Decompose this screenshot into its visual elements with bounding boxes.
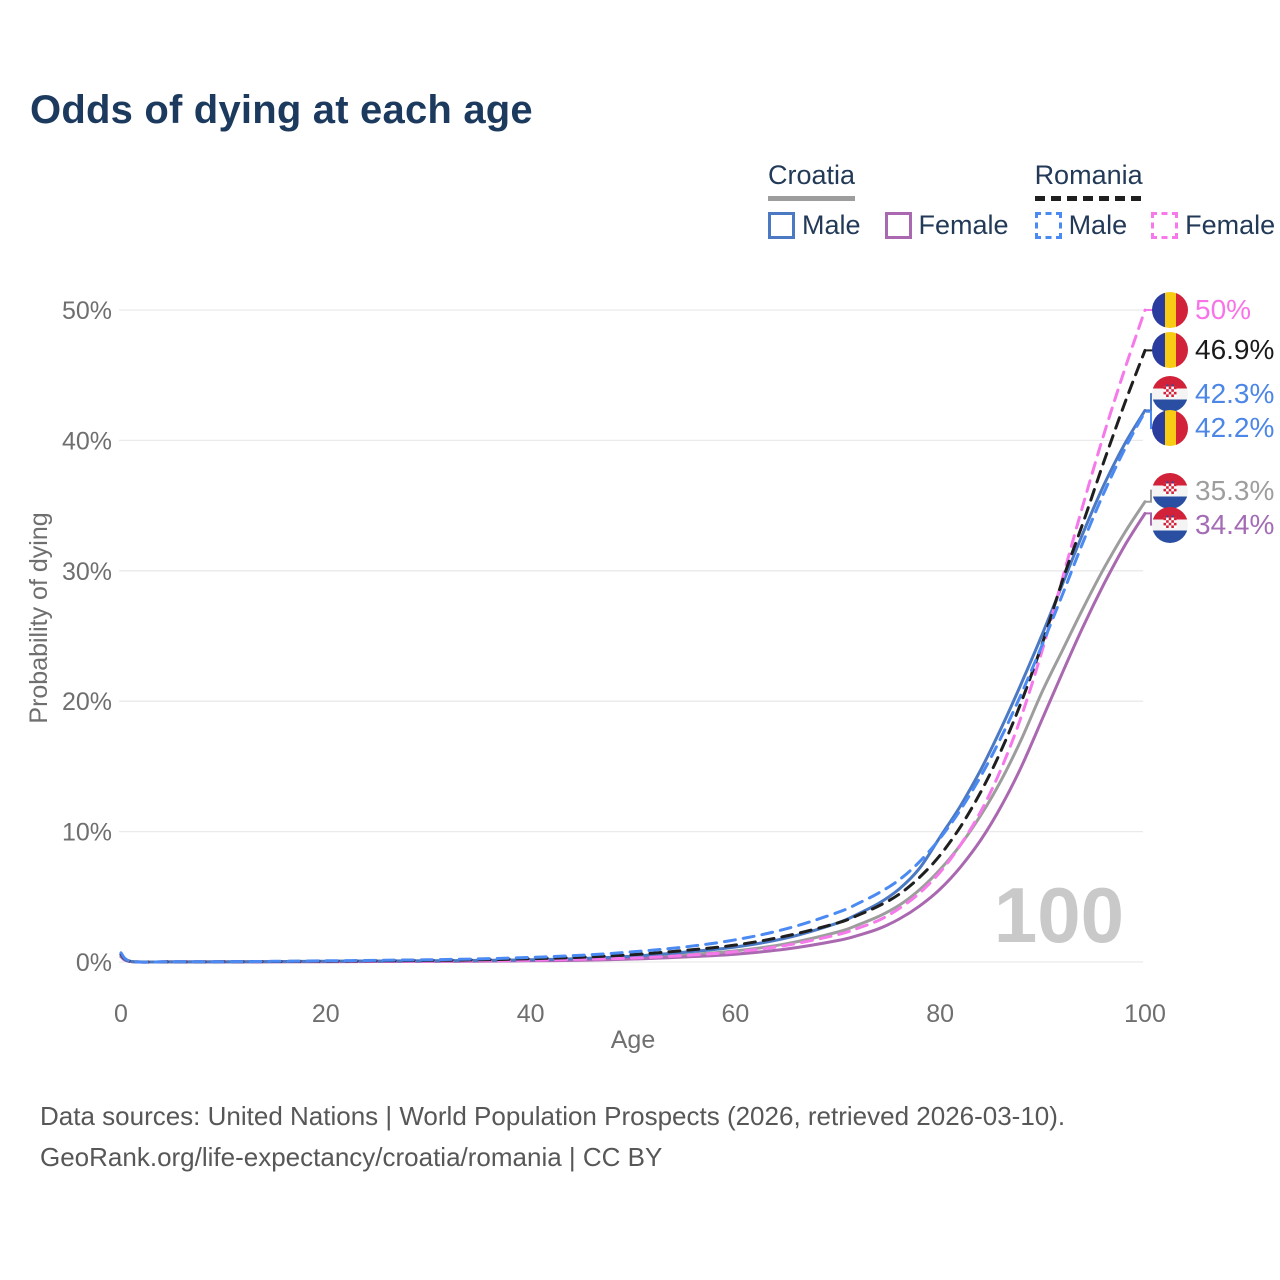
romania-male-line [119, 410, 1147, 964]
romania-line-style-swatch [1034, 196, 1143, 201]
x-tick-label: 40 [517, 1000, 545, 1028]
data-sources-text: Data sources: United Nations | World Pop… [40, 1101, 1066, 1131]
croatia-male-line [119, 408, 1147, 964]
watermark-age-counter: 100 [994, 871, 1124, 959]
legend-group-croatia: Croatia Male Female [768, 160, 1009, 241]
x-axis-title: Age [611, 1026, 655, 1054]
romania-flag-icon [1152, 332, 1188, 368]
y-axis-title: Probability of dying [25, 512, 53, 723]
y-tick-label: 10% [62, 819, 112, 847]
croatia-female-swatch-icon [884, 212, 912, 239]
y-tick-label: 20% [62, 688, 112, 716]
romania-total-line [119, 348, 1147, 964]
romania-female-swatch-icon [1151, 212, 1179, 239]
legend-item-croatia-male[interactable]: Male [768, 210, 861, 241]
romania-flag-icon [1152, 410, 1188, 446]
x-tick-label: 0 [114, 1000, 128, 1028]
y-tick-label: 50% [62, 297, 112, 325]
legend-header-croatia[interactable]: Croatia [768, 160, 856, 201]
legend-item-label: Female [918, 210, 1009, 240]
y-tick-label: 40% [62, 427, 112, 455]
croatia-total-end-label: 35.3% [1152, 473, 1274, 509]
croatia-flag-icon [1152, 507, 1188, 543]
legend-item-label: Female [1185, 210, 1276, 240]
legend-item-romania-male[interactable]: Male [1034, 210, 1128, 241]
legend-country-label: Croatia [768, 160, 856, 190]
croatia-female-end-label: 34.4% [1152, 507, 1274, 543]
legend-item-label: Male [1068, 210, 1128, 240]
legend-header-romania[interactable]: Romania [1034, 160, 1143, 201]
romania-male-swatch-icon [1034, 212, 1062, 239]
x-tick-label: 100 [1124, 1000, 1166, 1028]
romania-flag-icon [1152, 292, 1188, 328]
end-label-value: 42.2% [1195, 412, 1275, 443]
y-tick-label: 0% [76, 949, 112, 977]
legend-item-romania-female[interactable]: Female [1151, 210, 1275, 241]
croatia-flag-icon [1152, 376, 1188, 412]
legend-item-label: Male [802, 210, 861, 240]
footer: Data sources: United Nations | World Pop… [40, 1096, 1065, 1178]
romania-female-line [119, 308, 1147, 964]
romania-female-end-label: 50% [1152, 292, 1251, 328]
croatia-line-style-swatch [768, 196, 856, 201]
x-tick-label: 20 [312, 1000, 340, 1028]
x-tick-label: 80 [926, 1000, 954, 1028]
romania-male-end-label: 42.2% [1152, 410, 1274, 446]
croatia-male-end-label: 42.3% [1152, 376, 1274, 412]
legend: Croatia Male Female Romania [768, 160, 1275, 241]
y-tick-label: 30% [62, 558, 112, 586]
source-url-text: GeoRank.org/life-expectancy/croatia/roma… [40, 1142, 663, 1172]
croatia-male-swatch-icon [768, 212, 795, 239]
end-label-value: 34.4% [1195, 509, 1275, 540]
legend-item-croatia-female[interactable]: Female [884, 210, 1009, 241]
page-title: Odds of dying at each age [30, 88, 533, 132]
croatia-female-line [119, 511, 1147, 964]
end-label-value: 42.3% [1195, 378, 1275, 409]
legend-country-label: Romania [1034, 160, 1143, 190]
end-label-value: 46.9% [1195, 334, 1275, 365]
legend-group-romania: Romania Male Female [1034, 160, 1275, 241]
croatia-flag-icon [1152, 473, 1188, 509]
romania-total-end-label: 46.9% [1152, 332, 1274, 368]
end-label-value: 35.3% [1195, 475, 1275, 506]
x-tick-label: 60 [721, 1000, 749, 1028]
end-label-value: 50% [1195, 294, 1252, 325]
